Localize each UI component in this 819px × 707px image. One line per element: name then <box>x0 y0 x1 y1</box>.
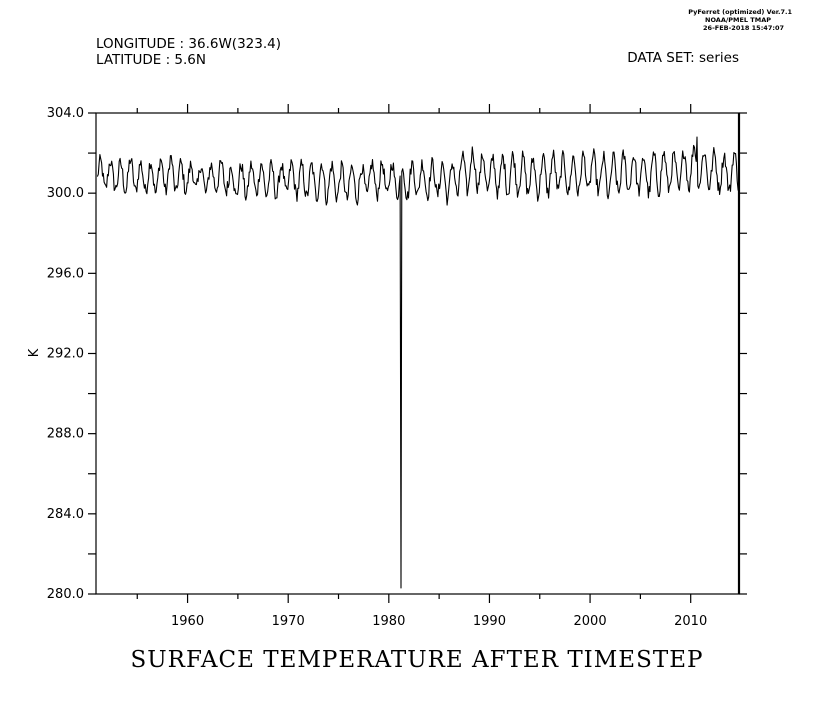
axis-ticks <box>88 104 747 603</box>
longitude-label: LONGITUDE : 36.6W(323.4) <box>96 36 281 52</box>
axis-tick-labels: 1960 1970 1980 1990 2000 2010 304.0 300.0 296.0 2… <box>47 106 707 629</box>
dataset-label: DATA SET: series <box>627 50 739 66</box>
plot-frame <box>95 112 740 595</box>
y-tick-label: 300.0 <box>47 186 84 201</box>
y-tick-label: 288.0 <box>47 427 84 442</box>
stamp-program: PyFerret (optimized) Ver.7.1 <box>688 8 792 16</box>
x-tick-label: 1970 <box>272 614 305 629</box>
x-tick-label: 2000 <box>574 614 607 629</box>
y-tick-label: 292.0 <box>47 347 84 362</box>
x-tick-label: 1990 <box>473 614 506 629</box>
x-tick-label: 2010 <box>674 614 707 629</box>
y-tick-label: 284.0 <box>47 507 84 522</box>
stamp-date: 26-FEB-2018 15:47:07 <box>703 24 784 32</box>
y-tick-label: 304.0 <box>47 106 84 121</box>
x-tick-label: 1960 <box>171 614 204 629</box>
latitude-label: LATITUDE : 5.6N <box>96 52 206 68</box>
series-line <box>96 136 740 589</box>
stamp-org: NOAA/PMEL TMAP <box>705 16 771 24</box>
y-axis-label: K <box>27 348 42 357</box>
chart-title: SURFACE TEMPERATURE AFTER TIMESTEP <box>131 647 704 673</box>
y-tick-label: 296.0 <box>47 266 84 281</box>
y-tick-label: 280.0 <box>47 587 84 602</box>
x-tick-label: 1980 <box>372 614 405 629</box>
